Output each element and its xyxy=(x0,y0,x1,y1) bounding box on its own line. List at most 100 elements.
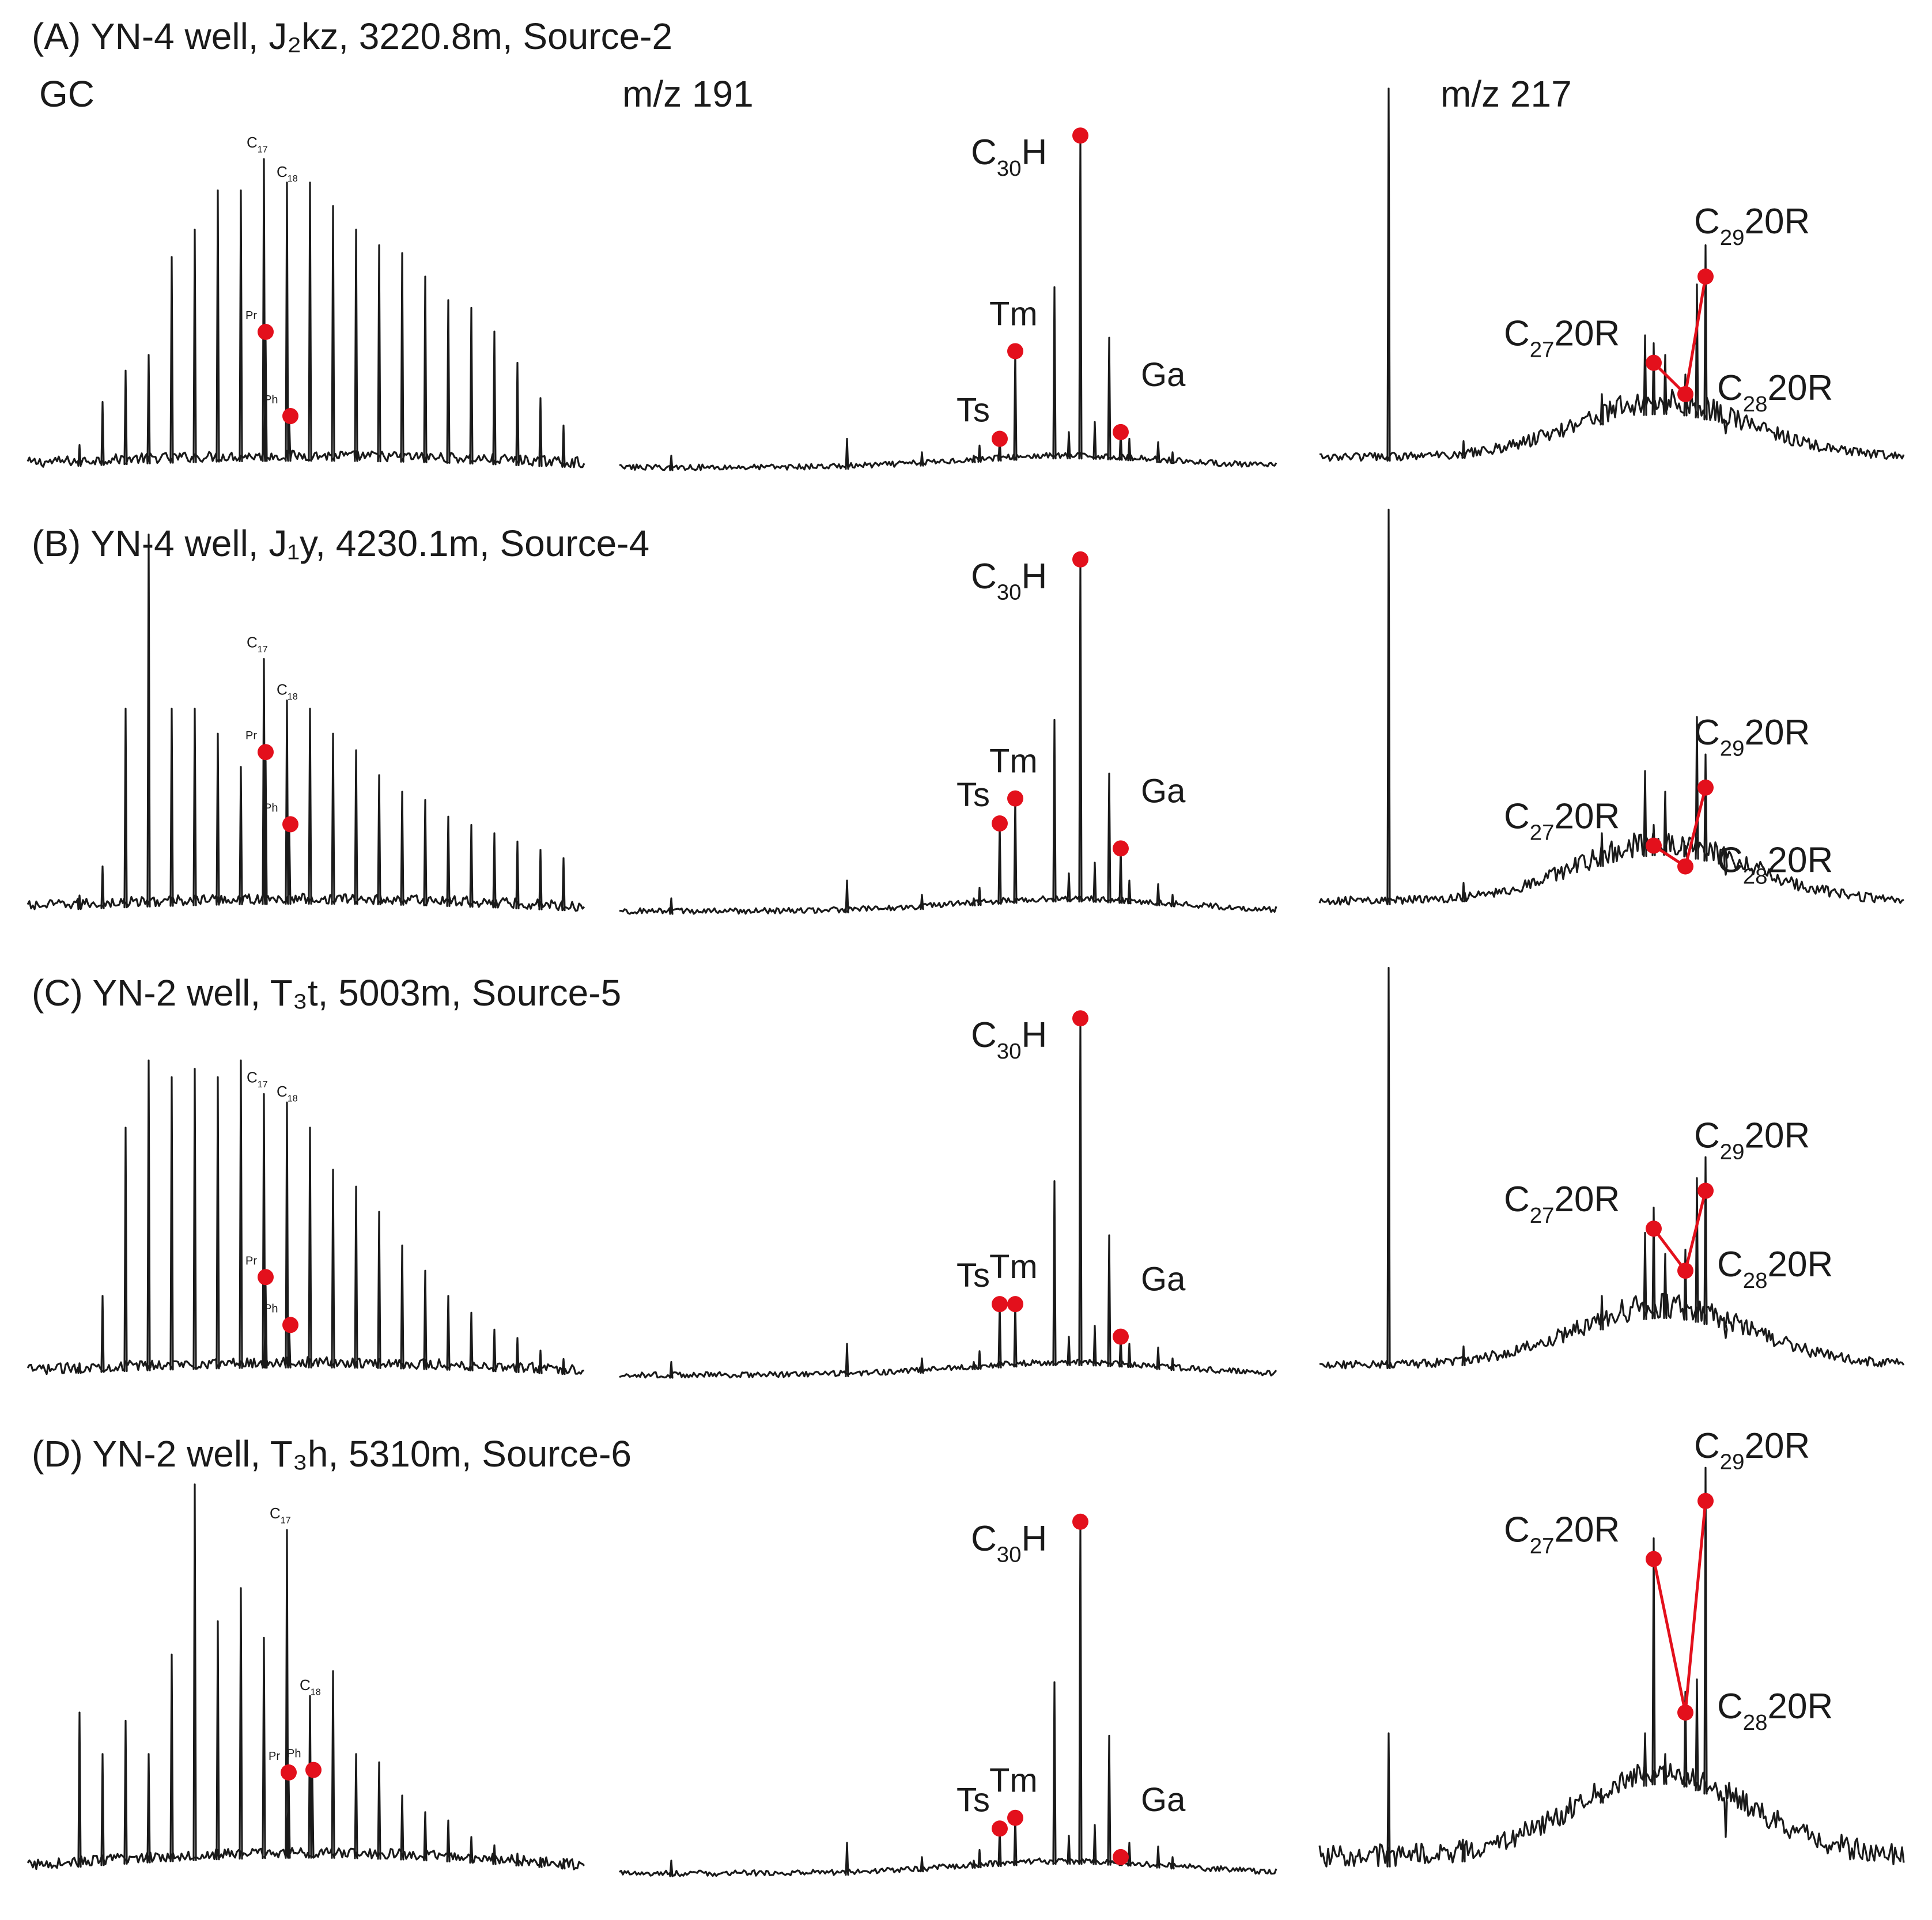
label-c29-20r: C2920R xyxy=(1694,713,1810,761)
label-c30h: C30H xyxy=(971,1519,1047,1567)
label-ph: Ph xyxy=(264,1302,278,1315)
marker-ph xyxy=(282,1317,298,1333)
mz217-chromatogram: C2720R C2820R C2920R xyxy=(1319,967,1905,1370)
marker-ts xyxy=(992,1820,1008,1837)
label-c18: C18 xyxy=(277,681,298,702)
panel-title: (C) YN-2 well, T₃t, 5003m, Source-5 xyxy=(32,972,621,1014)
mz217-trace xyxy=(1319,88,1905,462)
label-ts: Ts xyxy=(956,1781,990,1819)
label-ph: Ph xyxy=(287,1748,301,1760)
marker-ga xyxy=(1113,1849,1129,1865)
label-ga: Ga xyxy=(1141,1781,1186,1819)
column-label-gc: GC xyxy=(39,73,94,115)
gc-trace xyxy=(27,534,585,912)
label-c17: C17 xyxy=(247,634,268,655)
gc-trace xyxy=(27,1483,585,1870)
label-c27-20r: C2720R xyxy=(1504,797,1620,845)
marker-ga xyxy=(1113,424,1129,440)
panel-c: (C) YN-2 well, T₃t, 5003m, Source-5 C17 C1… xyxy=(27,967,1905,1379)
mz217-trace xyxy=(1319,967,1905,1370)
label-pr: Pr xyxy=(245,730,257,742)
panel-b: (B) YN-4 well, J₁y, 4230.1m, Source-4C17… xyxy=(27,508,1904,915)
marker-tm xyxy=(1007,1296,1023,1313)
marker-ga xyxy=(1113,840,1129,857)
label-ts: Ts xyxy=(956,1257,990,1294)
marker-c28-20r xyxy=(1677,858,1693,875)
label-c29-20r: C2920R xyxy=(1694,202,1810,250)
mz217-chromatogram: C2720R C2820R C2920R xyxy=(1318,1426,1905,1868)
label-c27-20r: C2720R xyxy=(1504,1510,1620,1559)
marker-c29-20r xyxy=(1697,269,1714,285)
label-c17: C17 xyxy=(247,134,268,154)
panel-title: (D) YN-2 well, T₃h, 5310m, Source-6 xyxy=(32,1433,632,1475)
label-tm: Tm xyxy=(989,295,1038,332)
gc-chromatogram: C17 C18 Pr Ph xyxy=(27,1483,585,1870)
label-c18: C18 xyxy=(300,1676,321,1697)
panel-a: (A) YN-4 well, J₂kz, 3220.8m, Source-2 GC… xyxy=(27,16,1905,471)
marker-ph xyxy=(305,1762,322,1778)
column-label-mz191: m/z 191 xyxy=(622,73,754,115)
marker-c30h xyxy=(1072,127,1088,144)
marker-pr xyxy=(281,1764,297,1781)
marker-ts xyxy=(992,815,1008,832)
label-c29-20r: C2920R xyxy=(1694,1116,1810,1165)
mz217-chromatogram: C2720R C2820R C2920R xyxy=(1319,88,1905,462)
label-c28-20r: C2820R xyxy=(1717,368,1833,417)
marker-tm xyxy=(1007,790,1023,807)
marker-ts xyxy=(992,430,1008,447)
label-c28-20r: C2820R xyxy=(1717,1687,1833,1735)
marker-c28-20r xyxy=(1677,386,1693,402)
mz191-trace xyxy=(619,134,1277,471)
marker-c27-20r xyxy=(1646,1220,1662,1237)
marker-c30h xyxy=(1072,551,1088,568)
label-ga: Ga xyxy=(1141,356,1186,394)
label-pr: Pr xyxy=(245,1254,257,1267)
gc-chromatogram: C17 C18 Pr Ph xyxy=(27,534,585,912)
marker-c28-20r xyxy=(1677,1263,1693,1279)
label-c27-20r: C2720R xyxy=(1504,1180,1620,1228)
mz217-chromatogram: C2720R C2820R C2920R xyxy=(1318,508,1904,906)
label-c29-20r: C2920R xyxy=(1694,1426,1810,1475)
label-ph: Ph xyxy=(264,802,278,814)
label-tm: Tm xyxy=(989,1248,1038,1286)
marker-pr xyxy=(258,744,274,761)
marker-pr xyxy=(258,324,274,340)
marker-tm xyxy=(1007,1809,1023,1826)
label-c30h: C30H xyxy=(971,557,1047,605)
mz217-trace xyxy=(1318,508,1904,906)
panel-title: (B) YN-4 well, J₁y, 4230.1m, Source-4 xyxy=(32,523,649,564)
marker-c27-20r xyxy=(1646,354,1662,371)
marker-pr xyxy=(258,1269,274,1286)
label-tm: Tm xyxy=(989,1762,1038,1800)
label-c27-20r: C2720R xyxy=(1504,314,1620,362)
marker-c28-20r xyxy=(1677,1704,1693,1721)
gc-chromatogram: C17 C18 Pr Ph xyxy=(27,134,585,468)
label-c18: C18 xyxy=(277,1083,298,1103)
column-label-mz217: m/z 217 xyxy=(1441,73,1572,115)
marker-ph xyxy=(282,816,298,833)
panel-d: (D) YN-2 well, T₃h, 5310m, Source-6C17C1… xyxy=(27,1426,1905,1877)
marker-tm xyxy=(1007,343,1023,360)
label-ga: Ga xyxy=(1141,1261,1186,1298)
label-c30h: C30H xyxy=(971,133,1047,181)
label-ga: Ga xyxy=(1141,772,1186,810)
marker-c30h xyxy=(1072,1010,1088,1027)
marker-ga xyxy=(1113,1328,1129,1345)
gc-trace xyxy=(27,158,585,468)
mz191-trace xyxy=(619,1017,1277,1379)
marker-ph xyxy=(282,408,298,424)
label-ts: Ts xyxy=(956,392,990,429)
label-c28-20r: C2820R xyxy=(1717,1245,1833,1293)
label-pr: Pr xyxy=(269,1750,280,1763)
marker-c27-20r xyxy=(1646,1551,1662,1567)
panel-title: (A) YN-4 well, J₂kz, 3220.8m, Source-2 xyxy=(32,16,672,57)
label-c17: C17 xyxy=(247,1069,268,1090)
marker-c29-20r xyxy=(1697,1492,1714,1509)
marker-ts xyxy=(992,1296,1008,1313)
mz191-chromatogram: Ts Tm C30H Ga xyxy=(619,127,1277,471)
marker-c30h xyxy=(1072,1513,1088,1530)
label-c28-20r: C2820R xyxy=(1717,841,1833,889)
label-ph: Ph xyxy=(264,394,278,406)
